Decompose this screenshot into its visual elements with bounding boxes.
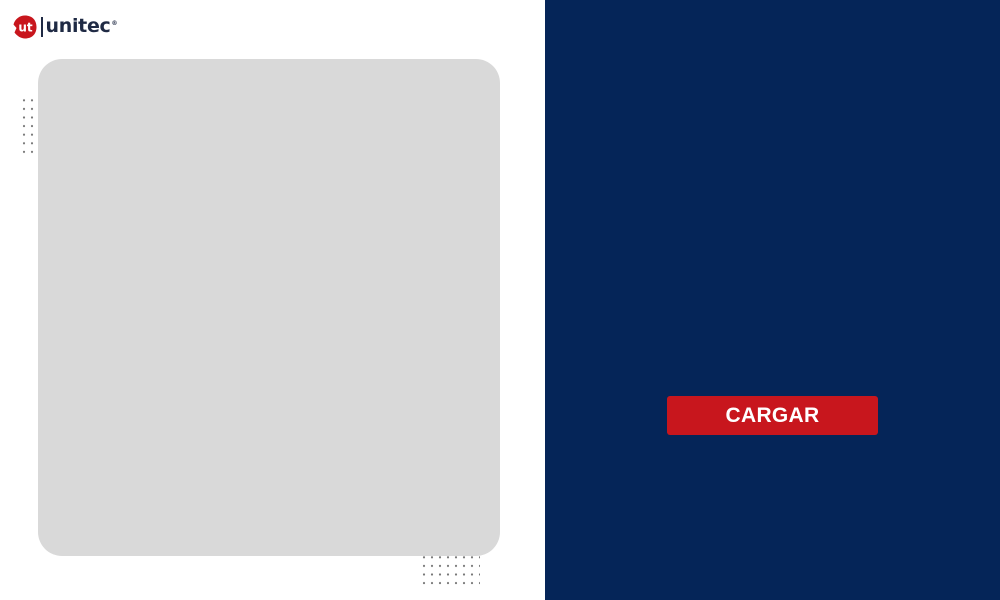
- unitec-logo: ut unitec®: [12, 14, 117, 40]
- load-button[interactable]: CARGAR: [667, 396, 878, 435]
- right-panel: [545, 0, 1000, 600]
- logo-divider: [41, 17, 43, 37]
- image-preview-placeholder: [38, 59, 500, 556]
- logo-mark-shape: [13, 15, 37, 39]
- left-panel: ut unitec®: [12, 14, 500, 585]
- decorative-dots-bottom: [420, 553, 480, 585]
- logo-wordmark: unitec®: [46, 13, 118, 39]
- logo-mark-text: ut: [18, 21, 33, 35]
- ut-logo-icon: ut: [13, 15, 37, 39]
- registered-mark: ®: [111, 20, 118, 27]
- decorative-dots-top: [20, 96, 36, 156]
- logo-name: unitec: [45, 15, 111, 37]
